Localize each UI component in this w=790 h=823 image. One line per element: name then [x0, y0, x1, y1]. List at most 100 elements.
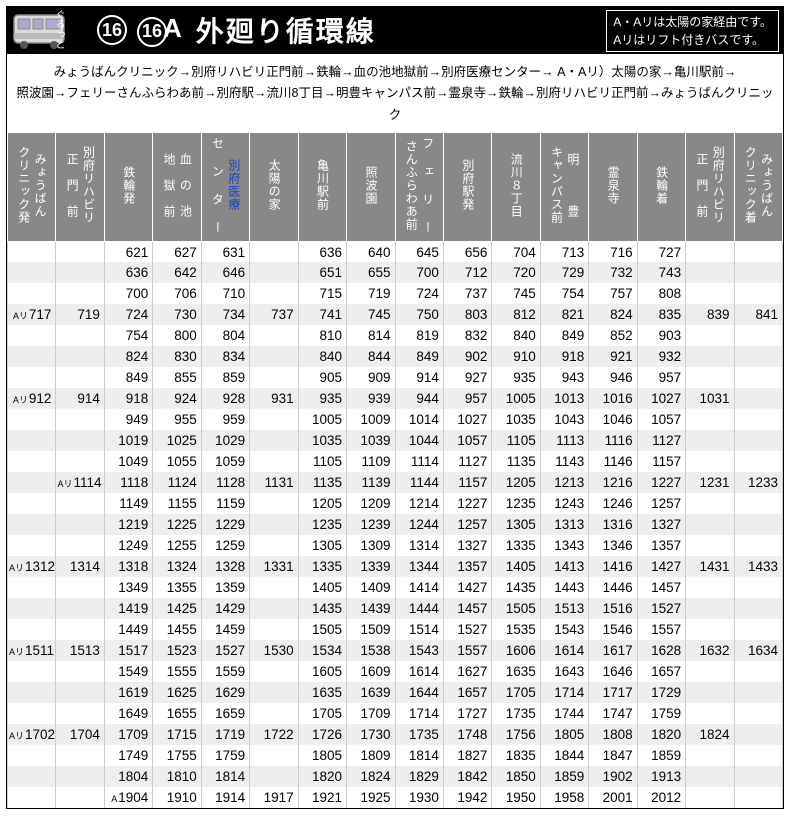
time-cell: 1144 — [395, 472, 443, 493]
time-cell: Aリ912 — [8, 388, 56, 409]
time-cell: 645 — [395, 241, 443, 262]
time-cell — [686, 745, 734, 766]
time-cell: 1431 — [686, 556, 734, 577]
table-row: 1049105510591105110911141127113511431146… — [8, 451, 783, 472]
time-cell: 1747 — [589, 703, 637, 724]
timetable-body: 6216276316366406456567047137167276366426… — [8, 241, 783, 808]
time-cell — [56, 367, 104, 388]
time-cell: 1427 — [443, 577, 491, 598]
time-cell: 1913 — [637, 766, 685, 787]
time-cell: 1331 — [250, 556, 298, 577]
time-cell: 1847 — [589, 745, 637, 766]
time-cell: 1029 — [201, 430, 249, 451]
time-cell: 1314 — [56, 556, 104, 577]
time-cell — [56, 346, 104, 367]
time-cell: 834 — [201, 346, 249, 367]
time-cell — [56, 283, 104, 304]
time-cell — [734, 787, 782, 808]
time-cell: 1146 — [589, 451, 637, 472]
time-cell: 1805 — [298, 745, 346, 766]
time-cell: 1255 — [153, 535, 201, 556]
time-cell: 824 — [589, 304, 637, 325]
time-cell: 1427 — [637, 556, 685, 577]
time-cell — [250, 682, 298, 703]
time-cell: 1446 — [589, 577, 637, 598]
time-cell: 1546 — [589, 619, 637, 640]
time-cell — [686, 703, 734, 724]
column-header: 流川８丁目 — [492, 132, 540, 241]
time-cell: 1057 — [443, 430, 491, 451]
time-cell: 1027 — [443, 409, 491, 430]
time-cell: 1824 — [686, 724, 734, 745]
time-cell: 1131 — [250, 472, 298, 493]
time-cell — [8, 619, 56, 640]
time-cell: 1016 — [589, 388, 637, 409]
time-cell — [56, 766, 104, 787]
time-cell: 1950 — [492, 787, 540, 808]
time-cell: 957 — [637, 367, 685, 388]
time-cell: 1439 — [347, 598, 395, 619]
time-cell: 706 — [153, 283, 201, 304]
time-cell: Aリ1312 — [8, 556, 56, 577]
time-cell: 1644 — [395, 682, 443, 703]
time-cell: 1942 — [443, 787, 491, 808]
time-cell: 1657 — [637, 661, 685, 682]
time-cell: 1844 — [540, 745, 588, 766]
time-cell: 955 — [153, 409, 201, 430]
time-cell: 1527 — [443, 619, 491, 640]
time-cell: 1305 — [492, 514, 540, 535]
time-cell — [56, 598, 104, 619]
time-cell: 931 — [250, 388, 298, 409]
time-cell: 1114 — [395, 451, 443, 472]
time-cell: 1632 — [686, 640, 734, 661]
time-cell: 1829 — [395, 766, 443, 787]
time-cell — [8, 346, 56, 367]
column-header: 別府リハビリ正 門 前 — [686, 132, 734, 241]
time-cell: 1534 — [298, 640, 346, 661]
time-cell — [686, 430, 734, 451]
time-cell — [8, 493, 56, 514]
time-cell: 700 — [104, 283, 152, 304]
time-cell — [734, 430, 782, 451]
time-cell — [250, 661, 298, 682]
time-cell — [734, 535, 782, 556]
time-cell: 1634 — [734, 640, 782, 661]
time-cell: 1513 — [540, 598, 588, 619]
time-cell: 713 — [540, 241, 588, 262]
time-cell: 1209 — [347, 493, 395, 514]
time-cell: 1635 — [298, 682, 346, 703]
time-cell — [56, 262, 104, 283]
time-cell: 927 — [443, 367, 491, 388]
time-cell: 1244 — [395, 514, 443, 535]
time-cell: 750 — [395, 304, 443, 325]
time-cell — [56, 787, 104, 808]
time-cell — [250, 703, 298, 724]
time-cell — [8, 430, 56, 451]
table-row: 1549155515591605160916141627163516431646… — [8, 661, 783, 682]
time-cell: 1619 — [104, 682, 152, 703]
time-cell — [8, 367, 56, 388]
time-cell — [250, 493, 298, 514]
time-cell: 1557 — [443, 640, 491, 661]
time-cell: 1820 — [637, 724, 685, 745]
time-cell: 1135 — [492, 451, 540, 472]
time-cell: 1659 — [201, 703, 249, 724]
time-cell: 1231 — [686, 472, 734, 493]
time-cell: 1357 — [443, 556, 491, 577]
time-cell: 1513 — [56, 640, 104, 661]
time-cell: 621 — [104, 241, 152, 262]
time-cell: 1205 — [298, 493, 346, 514]
time-cell: 949 — [104, 409, 152, 430]
time-cell — [686, 283, 734, 304]
time-cell — [56, 535, 104, 556]
time-cell: 636 — [298, 241, 346, 262]
time-cell: 1009 — [347, 409, 395, 430]
time-cell: 642 — [153, 262, 201, 283]
table-row: A190419101914191719211925193019421950195… — [8, 787, 783, 808]
time-cell: 1124 — [153, 472, 201, 493]
time-cell: 745 — [492, 283, 540, 304]
time-cell: 1109 — [347, 451, 395, 472]
time-cell: 800 — [153, 325, 201, 346]
time-cell: 1457 — [443, 598, 491, 619]
time-cell: 1013 — [540, 388, 588, 409]
